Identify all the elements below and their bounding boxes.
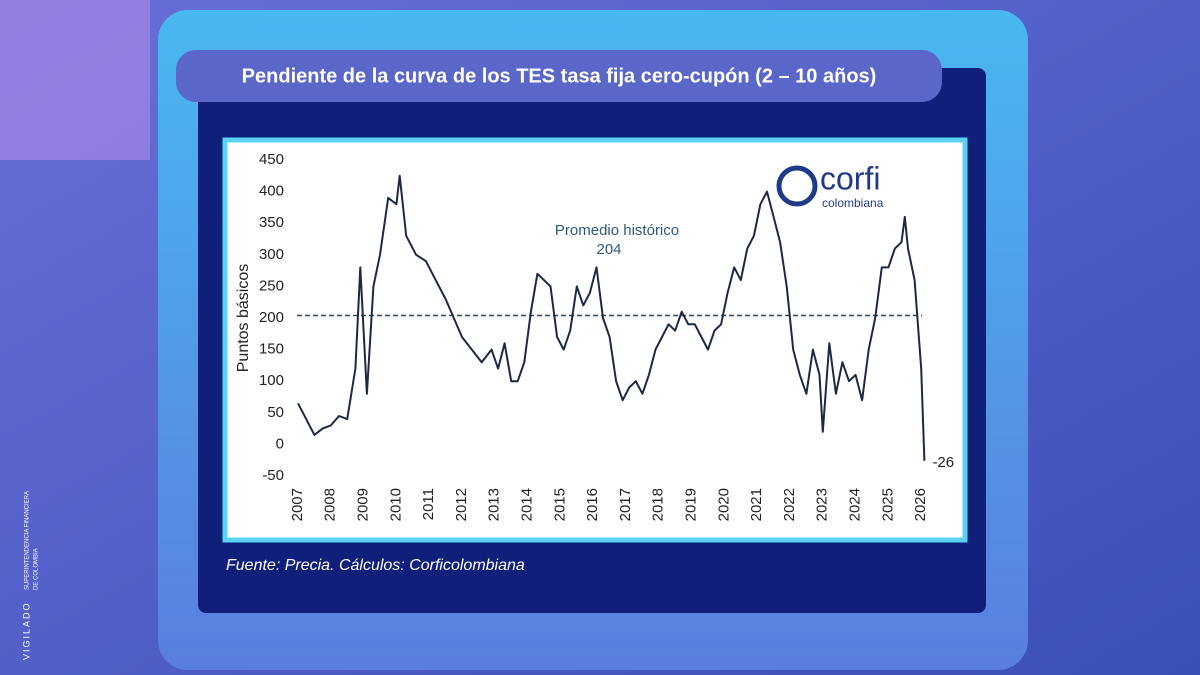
y-tick-label: 300	[259, 246, 284, 263]
side-text: DE COLOMBIA	[34, 548, 40, 590]
x-tick-label: 2013	[486, 488, 503, 521]
x-tick-label: 2007	[289, 488, 306, 521]
x-tick-label: 2019	[683, 488, 700, 521]
source: Fuente: Precia. Cálculos: Corficolombian…	[226, 557, 525, 574]
chart-title: Pendiente de la curva de los TES tasa fi…	[242, 65, 877, 87]
y-tick-label: -50	[262, 467, 284, 484]
x-tick-label: 2014	[519, 488, 536, 521]
x-tick-label: 2024	[847, 488, 864, 521]
y-tick-label: 150	[259, 341, 284, 358]
series-line	[297, 174, 926, 461]
x-tick-label: 2025	[879, 488, 896, 521]
x-tick-label: 2026	[912, 488, 929, 521]
y-tick-label: 50	[267, 404, 284, 421]
side-text: VIGILADO	[21, 601, 31, 660]
y-tick-label: 450	[259, 151, 284, 168]
logo-sub: colombiana	[822, 196, 884, 210]
average-label: Promedio histórico	[555, 222, 679, 239]
x-tick-label: 2016	[584, 488, 601, 521]
average-value: 204	[596, 241, 621, 258]
x-tick-label: 2011	[420, 488, 437, 520]
x-tick-label: 2021	[748, 488, 765, 521]
logo-icon	[776, 165, 818, 207]
decor	[0, 0, 150, 160]
y-tick-label: 200	[259, 309, 284, 326]
x-tick-label: 2018	[650, 488, 667, 521]
x-tick-label: 2010	[387, 488, 404, 521]
x-tick-label: 2012	[453, 488, 470, 521]
y-tick-label: 350	[259, 214, 284, 231]
y-tick-label: 250	[259, 277, 284, 294]
x-tick-label: 2020	[715, 488, 732, 521]
x-tick-label: 2017	[617, 488, 634, 521]
y-tick-label: 0	[276, 435, 284, 452]
x-tick-label: 2022	[781, 488, 798, 521]
side-text: SUPERINTENDENCIA FINANCIERA	[25, 491, 31, 590]
x-tick-label: 2009	[355, 488, 372, 521]
x-tick-label: 2015	[551, 488, 568, 521]
x-tick-label: 2008	[322, 488, 339, 521]
x-tick-label: 2023	[814, 488, 831, 521]
logo-name: corfi	[820, 160, 880, 196]
plot-box	[222, 137, 968, 543]
y-tick-label: 100	[259, 372, 284, 389]
end-label: -26	[932, 454, 954, 471]
y-tick-label: 400	[259, 183, 284, 200]
y-axis-label: Puntos básicos	[235, 264, 252, 373]
title-pill	[176, 50, 942, 102]
